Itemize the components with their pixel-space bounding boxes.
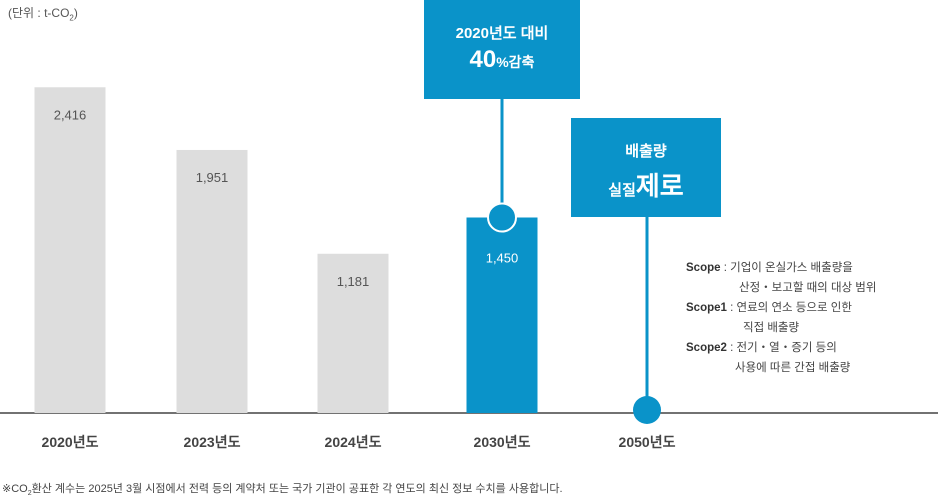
target-2050-line1: 배출량: [625, 143, 667, 160]
bar-1: [176, 149, 248, 413]
unit-label: (단위 : t-CO2): [8, 6, 78, 23]
scope-note-row: Scope1 : 연료의 연소 등으로 인한: [686, 302, 852, 314]
scope-note-row: Scope : 기업이 온실가스 배출량을: [686, 262, 853, 274]
bar-0: [34, 87, 106, 413]
scope-note-cont: 사용에 따른 간접 배출량: [735, 362, 851, 374]
scope-note-cont: 산정・보고할 때의 대상 범위: [739, 282, 877, 294]
category-label-3: 2030년도: [474, 434, 531, 450]
target-2030-callout: 2020년도 대비 40%감축: [424, 0, 580, 99]
scope-notes: Scope : 기업이 온실가스 배출량을 산정・보고할 때의 대상 범위 Sc…: [686, 258, 931, 378]
target-2030-line1: 2020년도 대비: [455, 25, 549, 42]
footnote: ※CO2환산 계수는 2025년 3월 시점에서 전력 등의 계약처 또는 국가…: [2, 483, 563, 498]
bar-2: [317, 253, 389, 413]
bar-value-label-2: 1,181: [337, 274, 370, 289]
bar-value-label-1: 1,951: [196, 170, 229, 185]
bar-value-label-0: 2,416: [54, 107, 87, 122]
category-label-2: 2024년도: [325, 434, 382, 450]
target-2050-line2: 실질제로: [608, 171, 684, 201]
target-2050-marker: [633, 396, 661, 424]
category-label-4: 2050년도: [619, 434, 676, 450]
scope-note-row: Scope2 : 전기・열・증기 등의: [686, 342, 837, 354]
category-label-1: 2023년도: [184, 434, 241, 450]
target-2030-line2: 40%감축: [469, 46, 535, 73]
target-2050-callout: 배출량 실질제로: [571, 118, 721, 217]
scope-note-cont: 직접 배출량: [743, 322, 800, 334]
target-2030-marker: [487, 202, 517, 233]
bar-value-label-3: 1,450: [486, 251, 519, 266]
category-label-0: 2020년도: [42, 434, 99, 450]
bar-3: [466, 217, 538, 413]
